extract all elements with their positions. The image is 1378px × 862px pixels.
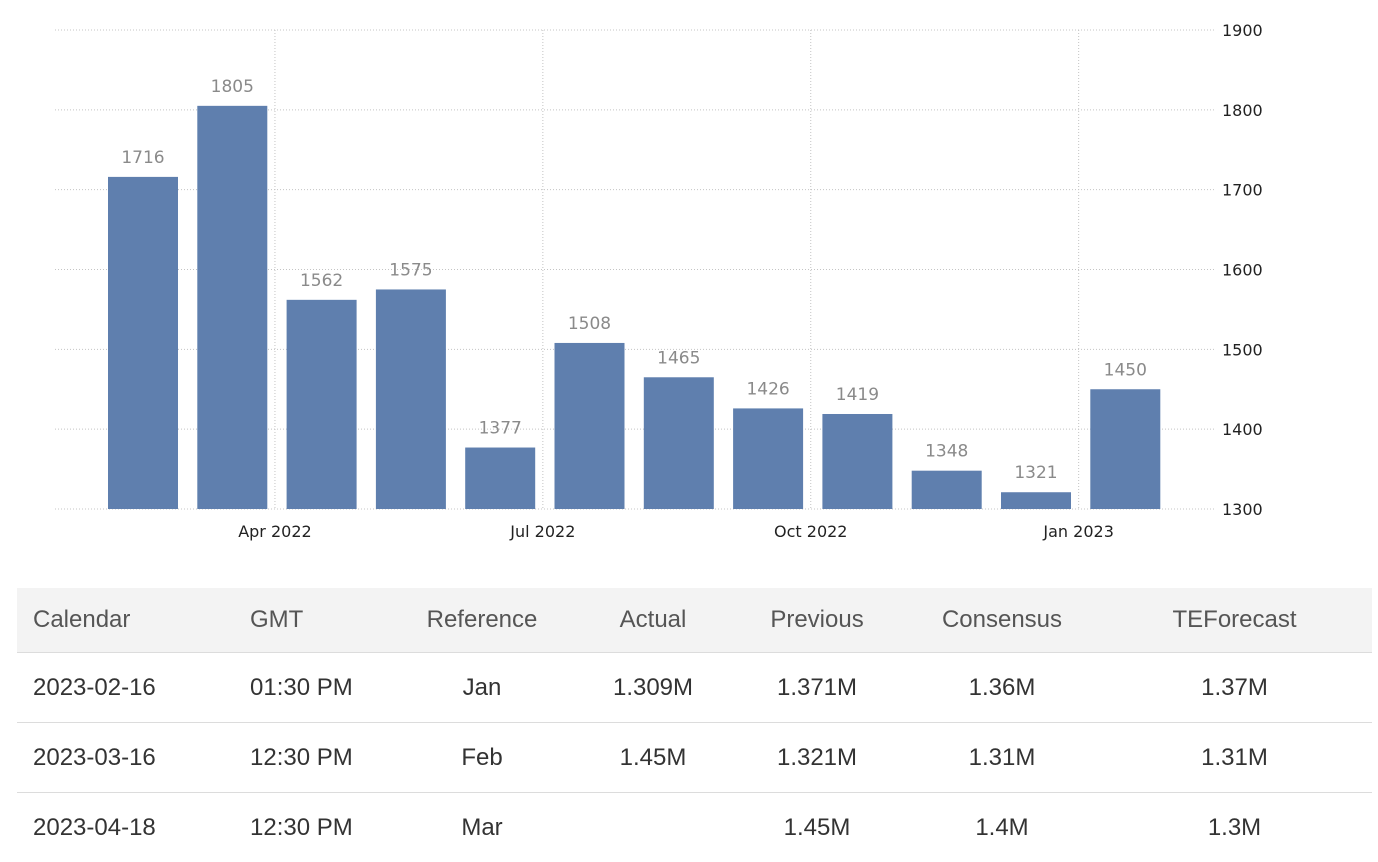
header-reference: Reference xyxy=(385,588,579,653)
cell-calendar: 2023-04-18 xyxy=(17,793,234,862)
header-gmt: GMT xyxy=(234,588,385,653)
cell-previous: 1.321M xyxy=(727,723,907,793)
cell-reference: Jan xyxy=(385,653,579,723)
bar xyxy=(376,289,446,509)
cell-gmt: 01:30 PM xyxy=(234,653,385,723)
header-teforecast: TEForecast xyxy=(1097,588,1372,653)
y-tick-label: 1700 xyxy=(1222,181,1263,200)
table-header-row: Calendar GMT Reference Actual Previous C… xyxy=(17,588,1372,653)
bar-value-label: 1426 xyxy=(746,379,789,399)
y-tick-label: 1400 xyxy=(1222,420,1263,439)
y-tick-label: 1600 xyxy=(1222,261,1263,280)
x-tick-label: Apr 2022 xyxy=(238,522,311,541)
y-tick-label: 1800 xyxy=(1222,101,1263,120)
header-previous: Previous xyxy=(727,588,907,653)
cell-actual: 1.309M xyxy=(579,653,727,723)
x-tick-label: Jan 2023 xyxy=(1042,522,1113,541)
cell-consensus: 1.31M xyxy=(907,723,1097,793)
bar xyxy=(287,300,357,509)
cell-reference: Feb xyxy=(385,723,579,793)
cell-teforecast: 1.3M xyxy=(1097,793,1372,862)
x-tick-label: Jul 2022 xyxy=(509,522,575,541)
header-calendar: Calendar xyxy=(17,588,234,653)
cell-gmt: 12:30 PM xyxy=(234,793,385,862)
table-row: 2023-02-16 01:30 PM Jan 1.309M 1.371M 1.… xyxy=(17,653,1372,723)
bar-value-label: 1465 xyxy=(657,348,700,368)
header-actual: Actual xyxy=(579,588,727,653)
cell-actual xyxy=(579,793,727,862)
bar xyxy=(1001,492,1071,509)
cell-consensus: 1.36M xyxy=(907,653,1097,723)
cell-previous: 1.371M xyxy=(727,653,907,723)
header-consensus: Consensus xyxy=(907,588,1097,653)
bar-chart: 1900 1800 1700 1600 1500 1400 1300 Apr 2022 Jul … xyxy=(0,0,1378,570)
bar-value-label: 1348 xyxy=(925,442,968,462)
cell-reference: Mar xyxy=(385,793,579,862)
bar-value-label: 1575 xyxy=(389,260,432,280)
bar xyxy=(822,414,892,509)
bar-value-label: 1450 xyxy=(1104,360,1147,380)
bar-value-label: 1321 xyxy=(1014,463,1057,483)
cell-teforecast: 1.37M xyxy=(1097,653,1372,723)
bar-value-label: 1805 xyxy=(211,77,254,97)
bar xyxy=(197,106,267,509)
y-tick-label: 1300 xyxy=(1222,500,1263,519)
bar xyxy=(912,471,982,509)
x-tick-label: Oct 2022 xyxy=(774,522,847,541)
cell-previous: 1.45M xyxy=(727,793,907,862)
bar-value-label: 1716 xyxy=(121,148,164,168)
cell-gmt: 12:30 PM xyxy=(234,723,385,793)
bar-value-label: 1562 xyxy=(300,271,343,291)
cell-calendar: 2023-03-16 xyxy=(17,723,234,793)
bar xyxy=(465,448,535,509)
cell-actual: 1.45M xyxy=(579,723,727,793)
cell-calendar: 2023-02-16 xyxy=(17,653,234,723)
calendar-table: Calendar GMT Reference Actual Previous C… xyxy=(17,588,1372,862)
bar xyxy=(108,177,178,509)
y-tick-label: 1500 xyxy=(1222,340,1263,359)
bar xyxy=(644,377,714,509)
bar xyxy=(1090,389,1160,509)
table-row: 2023-03-16 12:30 PM Feb 1.45M 1.321M 1.3… xyxy=(17,723,1372,793)
cell-consensus: 1.4M xyxy=(907,793,1097,862)
bar-value-label: 1377 xyxy=(479,419,522,439)
bar-value-label: 1508 xyxy=(568,314,611,334)
cell-teforecast: 1.31M xyxy=(1097,723,1372,793)
y-tick-label: 1900 xyxy=(1222,21,1263,40)
bar-value-label: 1419 xyxy=(836,385,879,405)
table-row: 2023-04-18 12:30 PM Mar 1.45M 1.4M 1.3M xyxy=(17,793,1372,862)
bar xyxy=(555,343,625,509)
bar xyxy=(733,408,803,509)
